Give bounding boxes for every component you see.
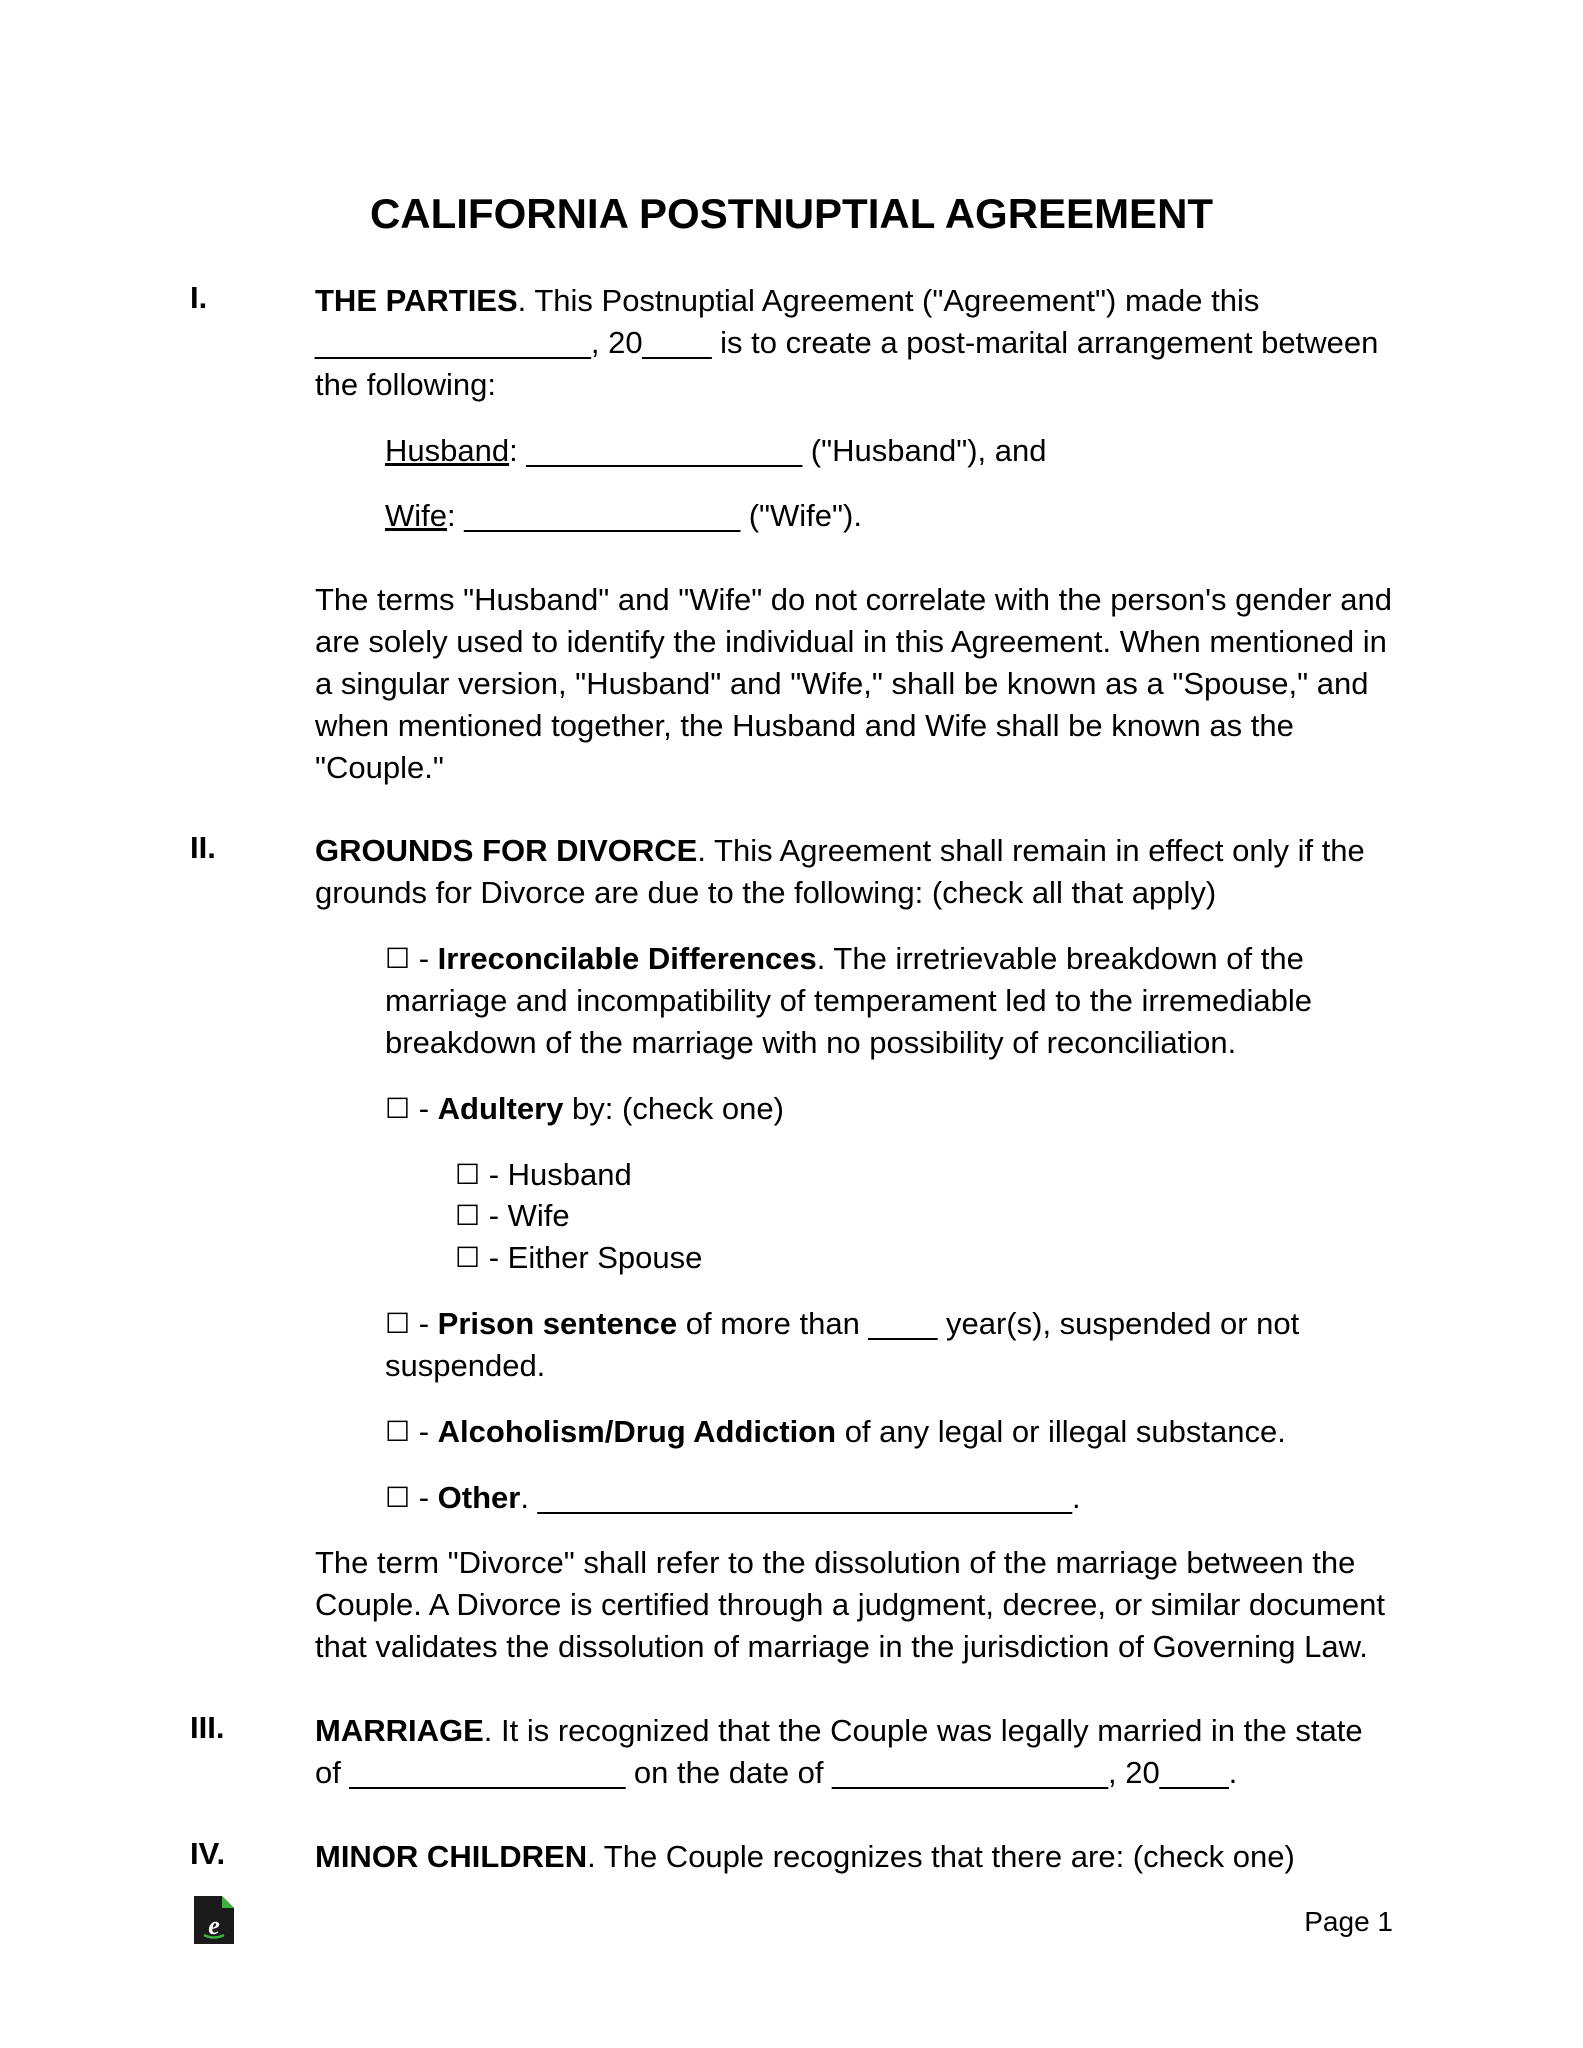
husband-line: Husband: ________________ ("Husband"), a… bbox=[385, 430, 1393, 472]
checkbox-icon[interactable]: ☐ bbox=[385, 1305, 410, 1343]
opt-label: Irreconcilable Differences bbox=[438, 941, 817, 976]
section-number: III. bbox=[190, 1710, 315, 1794]
opt-text: - Either Spouse bbox=[480, 1240, 702, 1275]
husband-label: Husband bbox=[385, 433, 509, 468]
adultery-sub-wife: ☐ - Wife bbox=[455, 1195, 1393, 1237]
wife-label: Wife bbox=[385, 498, 447, 533]
checkbox-icon[interactable]: ☐ bbox=[385, 1090, 410, 1128]
ground-option-prison: ☐ - Prison sentence of more than ____ ye… bbox=[385, 1303, 1393, 1387]
opt-label: Adultery bbox=[438, 1091, 564, 1126]
section-number: II. bbox=[190, 830, 315, 1668]
ground-option-irreconcilable: ☐ - Irreconcilable Differences. The irre… bbox=[385, 938, 1393, 1064]
section-body: GROUNDS FOR DIVORCE. This Agreement shal… bbox=[315, 830, 1393, 1668]
grounds-intro: GROUNDS FOR DIVORCE. This Agreement shal… bbox=[315, 830, 1393, 914]
checkbox-icon[interactable]: ☐ bbox=[455, 1197, 480, 1235]
marriage-heading: MARRIAGE bbox=[315, 1713, 484, 1748]
section-parties: I. THE PARTIES. This Postnuptial Agreeme… bbox=[190, 280, 1393, 788]
wife-line: Wife: ________________ ("Wife"). bbox=[385, 495, 1393, 537]
grounds-note: The term "Divorce" shall refer to the di… bbox=[315, 1542, 1393, 1668]
children-heading: MINOR CHILDREN bbox=[315, 1839, 587, 1874]
checkbox-icon[interactable]: ☐ bbox=[385, 1413, 410, 1451]
opt-text: - Husband bbox=[480, 1157, 632, 1192]
adultery-sub-husband: ☐ - Husband bbox=[455, 1154, 1393, 1196]
husband-fill: : ________________ ("Husband"), and bbox=[509, 433, 1046, 468]
children-text: . The Couple recognizes that there are: … bbox=[587, 1839, 1295, 1874]
ground-option-addiction: ☐ - Alcoholism/Drug Addiction of any leg… bbox=[385, 1411, 1393, 1453]
parties-intro: THE PARTIES. This Postnuptial Agreement … bbox=[315, 280, 1393, 406]
opt-label: Alcoholism/Drug Addiction bbox=[438, 1414, 836, 1449]
opt-text: - Wife bbox=[480, 1198, 570, 1233]
section-minor-children: IV. MINOR CHILDREN. The Couple recognize… bbox=[190, 1836, 1393, 1878]
page-number: Page 1 bbox=[1304, 1906, 1393, 1938]
wife-fill: : ________________ ("Wife"). bbox=[447, 498, 862, 533]
svg-text:e: e bbox=[208, 1911, 220, 1940]
document-page: CALIFORNIA POSTNUPTIAL AGREEMENT I. THE … bbox=[0, 0, 1583, 2048]
opt-text: of any legal or illegal substance. bbox=[836, 1414, 1286, 1449]
section-grounds: II. GROUNDS FOR DIVORCE. This Agreement … bbox=[190, 830, 1393, 1668]
section-body: MINOR CHILDREN. The Couple recognizes th… bbox=[315, 1836, 1393, 1878]
checkbox-icon[interactable]: ☐ bbox=[385, 940, 410, 978]
opt-text: by: (check one) bbox=[563, 1091, 784, 1126]
ground-option-adultery: ☐ - Adultery by: (check one) bbox=[385, 1088, 1393, 1130]
parties-heading: THE PARTIES bbox=[315, 283, 518, 318]
section-number: IV. bbox=[190, 1836, 315, 1878]
spacer bbox=[315, 561, 1393, 579]
checkbox-icon[interactable]: ☐ bbox=[455, 1156, 480, 1194]
adultery-sub-either: ☐ - Either Spouse bbox=[455, 1237, 1393, 1279]
opt-text: . _______________________________. bbox=[520, 1480, 1080, 1515]
document-title: CALIFORNIA POSTNUPTIAL AGREEMENT bbox=[190, 190, 1393, 238]
section-marriage: III. MARRIAGE. It is recognized that the… bbox=[190, 1710, 1393, 1794]
opt-label: Prison sentence bbox=[438, 1306, 677, 1341]
section-body: THE PARTIES. This Postnuptial Agreement … bbox=[315, 280, 1393, 788]
brand-logo-icon: e bbox=[190, 1890, 238, 1948]
grounds-heading: GROUNDS FOR DIVORCE bbox=[315, 833, 697, 868]
section-number: I. bbox=[190, 280, 315, 788]
parties-note: The terms "Husband" and "Wife" do not co… bbox=[315, 579, 1393, 788]
checkbox-icon[interactable]: ☐ bbox=[385, 1479, 410, 1517]
checkbox-icon[interactable]: ☐ bbox=[455, 1239, 480, 1277]
ground-option-other: ☐ - Other. _____________________________… bbox=[385, 1477, 1393, 1519]
opt-label: Other bbox=[438, 1480, 521, 1515]
section-body: MARRIAGE. It is recognized that the Coup… bbox=[315, 1710, 1393, 1794]
